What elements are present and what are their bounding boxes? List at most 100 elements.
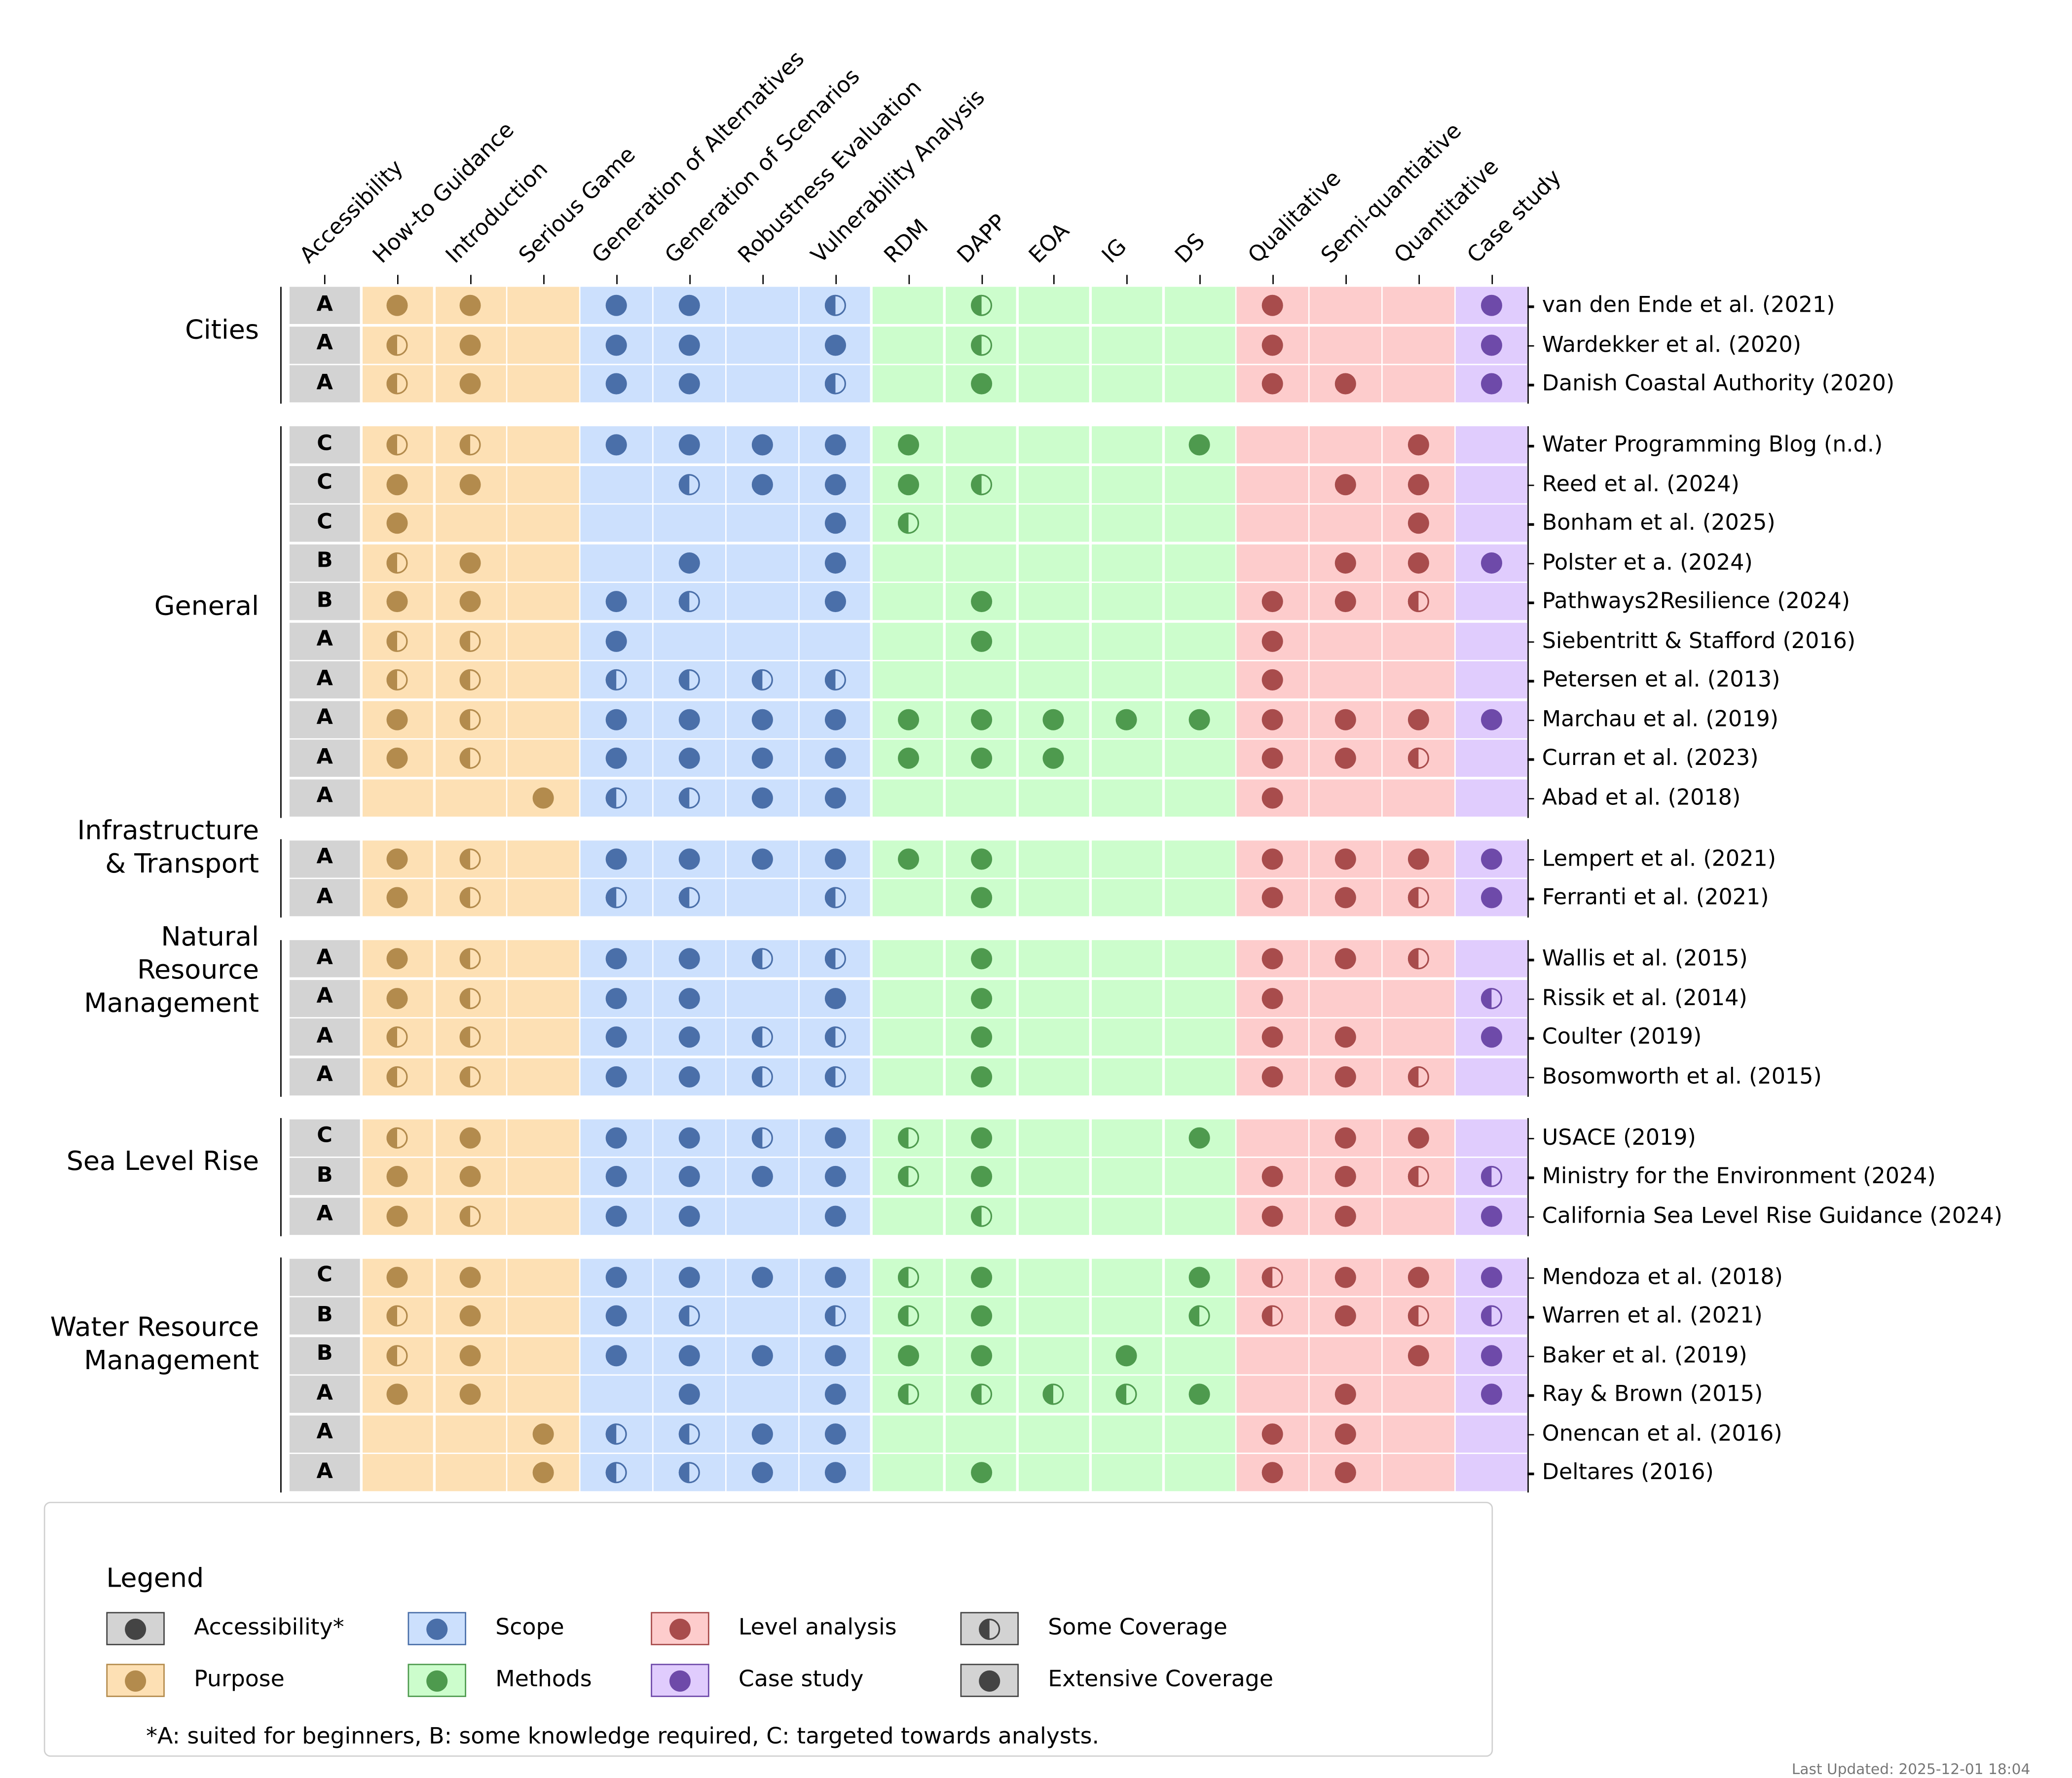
matrix-cell [508,1337,579,1374]
matrix-cell [435,980,506,1017]
matrix-cell [581,1018,652,1056]
legend-swatch [407,1664,466,1697]
matrix-cell [945,1298,1017,1335]
matrix-cell [1237,1415,1308,1452]
matrix-cell [1164,622,1235,660]
matrix-cell [654,1337,725,1374]
matrix-cell [945,1258,1017,1296]
row-tick [1527,1137,1534,1140]
matrix-cell [508,1197,579,1235]
matrix-cell [945,940,1017,978]
matrix-cell [727,1018,798,1056]
matrix-cell [872,1197,944,1235]
matrix-cell [872,1119,944,1157]
accessibility-level: C [317,1262,333,1287]
column-tick [397,275,399,285]
matrix-cell [1237,980,1308,1017]
matrix-cell [799,1119,871,1157]
some-coverage-marker [458,629,482,653]
matrix-cell [1383,1337,1454,1374]
full-coverage-marker [1260,1165,1284,1189]
matrix-cell [1164,466,1235,503]
matrix-cell [799,1337,871,1374]
full-coverage-marker [896,472,920,496]
matrix-cell [872,287,944,325]
some-coverage-marker [458,747,482,770]
matrix-cell [872,1158,944,1196]
matrix-cell [1237,1197,1308,1235]
matrix-cell [362,700,433,738]
full-coverage-marker [896,1343,920,1367]
matrix-cell [508,840,579,877]
full-coverage-marker [823,1343,847,1367]
matrix-cell [945,1376,1017,1414]
matrix-cell [1383,1018,1454,1056]
row-tick [1527,998,1534,1000]
some-coverage-marker [969,1382,993,1406]
source-label: Deltares (2016) [1542,1459,1714,1485]
matrix-cell [508,1454,579,1492]
full-coverage-marker [823,333,847,357]
full-coverage-marker [1260,629,1284,653]
full-coverage-marker [823,1422,847,1446]
column-header: EOA [1024,218,1075,268]
column-tick [1199,275,1201,285]
matrix-cell [1091,1119,1162,1157]
full-coverage-marker [823,433,847,457]
legend: Legend Accessibility* Purpose Scope Methods… [43,1501,1493,1757]
matrix-cell [1310,700,1381,738]
matrix-cell [581,583,652,620]
matrix-cell [872,700,944,738]
last-updated-text: Last Updated: 2025-12-01 18:04 [1791,1760,2031,1778]
column-tick [1054,275,1055,285]
matrix-cell [362,1454,433,1492]
full-coverage-marker [677,1165,701,1189]
matrix-cell [1383,426,1454,464]
some-coverage-marker [823,372,847,396]
matrix-cell [799,1058,871,1095]
full-coverage-marker [677,707,701,731]
full-coverage-marker [1333,886,1357,909]
matrix-cell [1018,661,1090,699]
row-tick [1527,758,1534,761]
matrix-cell [799,544,871,581]
matrix-cell [581,1298,652,1335]
matrix-cell [1237,779,1308,817]
some-coverage-marker [823,1025,847,1049]
matrix-cell [872,740,944,777]
matrix-cell [1237,365,1308,403]
matrix-cell [1456,840,1527,877]
matrix-cell [1383,1376,1454,1414]
matrix-cell [872,779,944,817]
row-tick [1527,1316,1534,1318]
matrix-cell [362,940,433,978]
source-label: Ministry for the Environment (2024) [1542,1163,1936,1189]
matrix-cell [1310,1258,1381,1296]
full-coverage-marker [458,1382,482,1406]
matrix-cell [727,505,798,543]
matrix-cell [799,1197,871,1235]
matrix-cell [508,940,579,978]
matrix-cell [1456,426,1527,464]
some-coverage-marker [823,1305,847,1328]
full-coverage-marker [677,1382,701,1406]
full-coverage-marker [1406,1343,1430,1367]
matrix-cell [362,1158,433,1196]
full-coverage-marker [1333,1204,1357,1228]
matrix-cell [581,980,652,1017]
matrix-cell [1310,980,1381,1017]
row-tick [1527,1037,1534,1039]
matrix-cell [1237,1018,1308,1056]
group-left-axis [280,1118,282,1236]
legend-marker-icon [979,1669,1000,1691]
some-coverage-marker [604,1461,628,1485]
matrix-cell [1091,287,1162,325]
matrix-cell [508,365,579,403]
legend-label: Purpose [194,1666,285,1693]
matrix-cell [1383,700,1454,738]
column-header: How-to Guidance [368,117,519,268]
legend-marker-icon [125,1669,147,1691]
matrix-cell [872,1376,944,1414]
matrix-cell [1310,779,1381,817]
matrix-cell [1310,1454,1381,1492]
